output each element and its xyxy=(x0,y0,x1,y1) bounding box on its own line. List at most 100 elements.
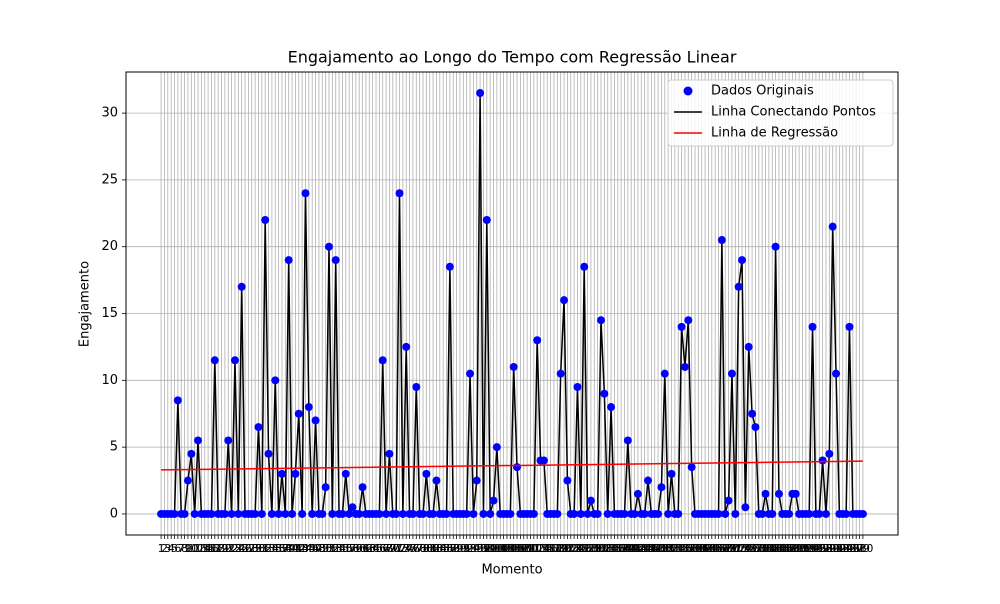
data-point xyxy=(328,509,337,518)
x-tick-label: 158 xyxy=(678,542,699,555)
x-tick-label: 59 xyxy=(349,542,363,555)
x-tick-label: 18 xyxy=(211,542,225,555)
data-point xyxy=(533,336,542,345)
x-tick-label: 55 xyxy=(335,542,349,555)
x-tick-label: 110 xyxy=(517,542,538,555)
data-point xyxy=(257,509,266,518)
data-point xyxy=(398,509,407,518)
x-tick-label: 73 xyxy=(396,542,410,555)
x-tick-label: 195 xyxy=(802,542,823,555)
x-tick-label: 91 xyxy=(456,542,470,555)
x-tick-label: 178 xyxy=(745,542,766,555)
legend-label: Dados Originais xyxy=(711,84,814,99)
x-tick-label: 19 xyxy=(215,542,229,555)
data-point xyxy=(170,509,179,518)
data-point xyxy=(402,342,411,351)
data-point xyxy=(607,403,616,412)
x-tick-label: 132 xyxy=(590,542,611,555)
x-tick-label: 107 xyxy=(507,542,528,555)
x-tick-label: 191 xyxy=(789,542,810,555)
x-tick-label: 154 xyxy=(664,542,685,555)
x-tick-label: 179 xyxy=(748,542,769,555)
data-point xyxy=(277,469,286,478)
data-point xyxy=(321,483,330,492)
x-tick-label: 95 xyxy=(470,542,484,555)
data-point xyxy=(345,509,354,518)
data-point xyxy=(805,509,814,518)
x-tick-label: 124 xyxy=(564,542,585,555)
x-tick-label: 71 xyxy=(389,542,403,555)
data-point xyxy=(828,222,837,231)
data-point xyxy=(842,509,851,518)
x-tick-label: 109 xyxy=(513,542,534,555)
x-tick-label: 74 xyxy=(399,542,413,555)
x-tick-label: 24 xyxy=(231,542,245,555)
x-tick-label: 28 xyxy=(245,542,259,555)
x-tick-label: 90 xyxy=(453,542,467,555)
x-tick-label: 153 xyxy=(661,542,682,555)
x-tick-label: 13 xyxy=(194,542,208,555)
x-tick-label: 145 xyxy=(634,542,655,555)
x-tick-label: 168 xyxy=(711,542,732,555)
x-tick-label: 113 xyxy=(527,542,548,555)
x-tick-label: 105 xyxy=(500,542,521,555)
x-tick-label: 129 xyxy=(580,542,601,555)
x-tick-label: 93 xyxy=(463,542,477,555)
data-point xyxy=(210,356,219,365)
x-tick-label: 96 xyxy=(473,542,487,555)
data-point xyxy=(845,322,854,331)
data-point xyxy=(445,262,454,271)
x-tick-label: 175 xyxy=(735,542,756,555)
data-point xyxy=(375,509,384,518)
x-tick-label: 196 xyxy=(805,542,826,555)
x-tick-label: 44 xyxy=(298,542,312,555)
x-tick-label: 151 xyxy=(654,542,675,555)
data-point xyxy=(509,362,518,371)
data-point xyxy=(392,509,401,518)
data-point xyxy=(858,509,867,518)
x-tick-label: 152 xyxy=(658,542,679,555)
data-point xyxy=(419,509,428,518)
data-point xyxy=(687,463,696,472)
y-tick-label: 5 xyxy=(110,440,118,455)
x-tick-label: 131 xyxy=(587,542,608,555)
x-tick-label: 12 xyxy=(191,542,205,555)
x-tick-label: 77 xyxy=(409,542,423,555)
data-point xyxy=(230,356,239,365)
legend-box xyxy=(667,79,894,147)
data-point xyxy=(731,509,740,518)
data-point xyxy=(667,469,676,478)
data-point xyxy=(758,509,767,518)
x-tick-label: 142 xyxy=(624,542,645,555)
y-tick-label: 10 xyxy=(101,373,118,388)
x-tick-label: 210 xyxy=(852,542,873,555)
y-axis-label: Engajamento xyxy=(78,261,93,347)
x-tick-label: 156 xyxy=(671,542,692,555)
x-tick-label: 117 xyxy=(540,542,561,555)
x-tick-label: 62 xyxy=(359,542,373,555)
x-tick-label: 3 xyxy=(164,542,171,555)
x-tick-label: 126 xyxy=(570,542,591,555)
x-tick-label: 30 xyxy=(251,542,265,555)
x-tick-label: 35 xyxy=(268,542,282,555)
x-tick-label: 161 xyxy=(688,542,709,555)
x-tick-label: 207 xyxy=(842,542,863,555)
data-point xyxy=(492,443,501,452)
data-point xyxy=(324,242,333,251)
x-tick-label: 134 xyxy=(597,542,618,555)
x-tick-label: 202 xyxy=(826,542,847,555)
data-point xyxy=(251,509,260,518)
x-tick-label: 79 xyxy=(416,542,430,555)
x-tick-label: 33 xyxy=(262,542,276,555)
data-point xyxy=(395,189,404,198)
x-tick-label: 40 xyxy=(285,542,299,555)
x-tick-label: 64 xyxy=(366,542,380,555)
data-point xyxy=(643,476,652,485)
y-tick-label: 30 xyxy=(101,106,118,121)
data-point xyxy=(412,383,421,392)
x-tick-label: 25 xyxy=(235,542,249,555)
x-tick-label: 9 xyxy=(184,542,191,555)
x-tick-label: 101 xyxy=(486,542,507,555)
x-tick-label: 182 xyxy=(758,542,779,555)
x-tick-label: 48 xyxy=(312,542,326,555)
